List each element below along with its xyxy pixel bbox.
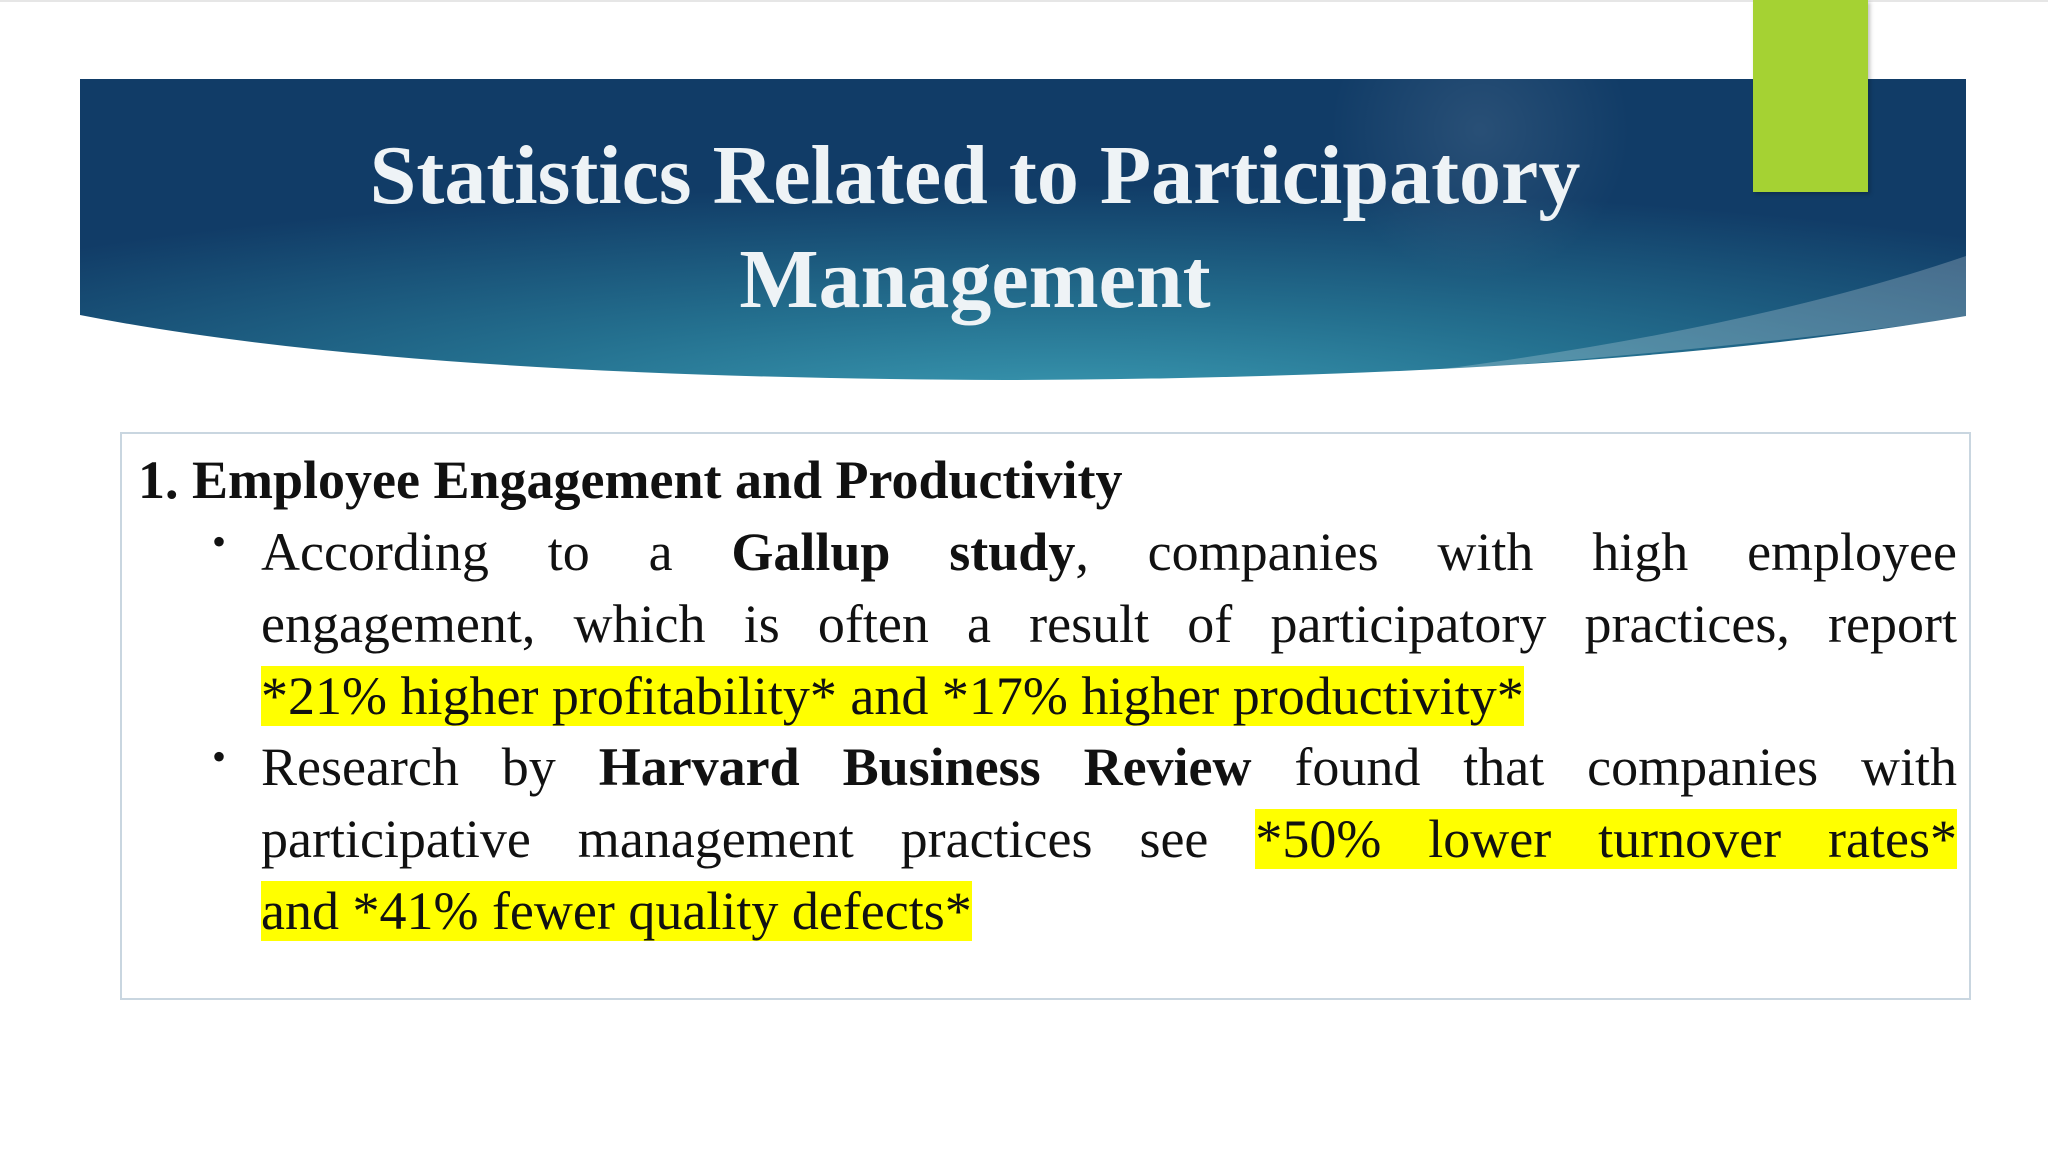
highlighted-statistic: and *41% fewer quality defects* bbox=[261, 881, 972, 941]
text-segment: participative management practices see bbox=[261, 809, 1256, 869]
title-banner bbox=[80, 0, 1966, 380]
section-heading: 1. Employee Engagement and Productivity bbox=[138, 448, 1123, 512]
highlighted-statistic: *50% lower turnover rates* bbox=[1255, 809, 1957, 869]
text-segment: According to a bbox=[261, 522, 732, 582]
top-border-line bbox=[0, 0, 2048, 2]
title-line-1: Statistics Related to Participatory bbox=[369, 129, 1581, 222]
bullet-2-line-1: Research by Harvard Business Review foun… bbox=[261, 735, 1957, 799]
text-segment: , companies with high employee bbox=[1075, 522, 1957, 582]
highlighted-statistic: *21% higher profitability* and *17% high… bbox=[261, 666, 1524, 726]
bullet-1-line-1: According to a Gallup study, companies w… bbox=[261, 520, 1957, 584]
source-gallup: Gallup study bbox=[731, 522, 1076, 582]
bullet-2-line-2: participative management practices see *… bbox=[261, 807, 1957, 871]
bullet-marker-1: • bbox=[212, 519, 227, 564]
text-segment: Research by bbox=[261, 737, 599, 797]
slide-title: Statistics Related to Participatory Mana… bbox=[300, 124, 1650, 332]
source-hbr: Harvard Business Review bbox=[598, 737, 1252, 797]
bullet-2-line-3: and *41% fewer quality defects* bbox=[261, 879, 1957, 943]
bullet-1-line-2: engagement, which is often a result of p… bbox=[261, 592, 1957, 656]
section-number: 1. bbox=[138, 450, 179, 510]
content-box bbox=[120, 432, 1971, 1000]
text-segment: found that companies with bbox=[1251, 737, 1958, 797]
text-segment: engagement, which is often a result of p… bbox=[261, 594, 1957, 654]
bullet-1-line-3: *21% higher profitability* and *17% high… bbox=[261, 664, 1957, 728]
title-line-2: Management bbox=[739, 233, 1211, 326]
section-heading-text: Employee Engagement and Productivity bbox=[192, 450, 1123, 510]
bullet-marker-2: • bbox=[212, 734, 227, 779]
accent-tab bbox=[1753, 0, 1868, 192]
